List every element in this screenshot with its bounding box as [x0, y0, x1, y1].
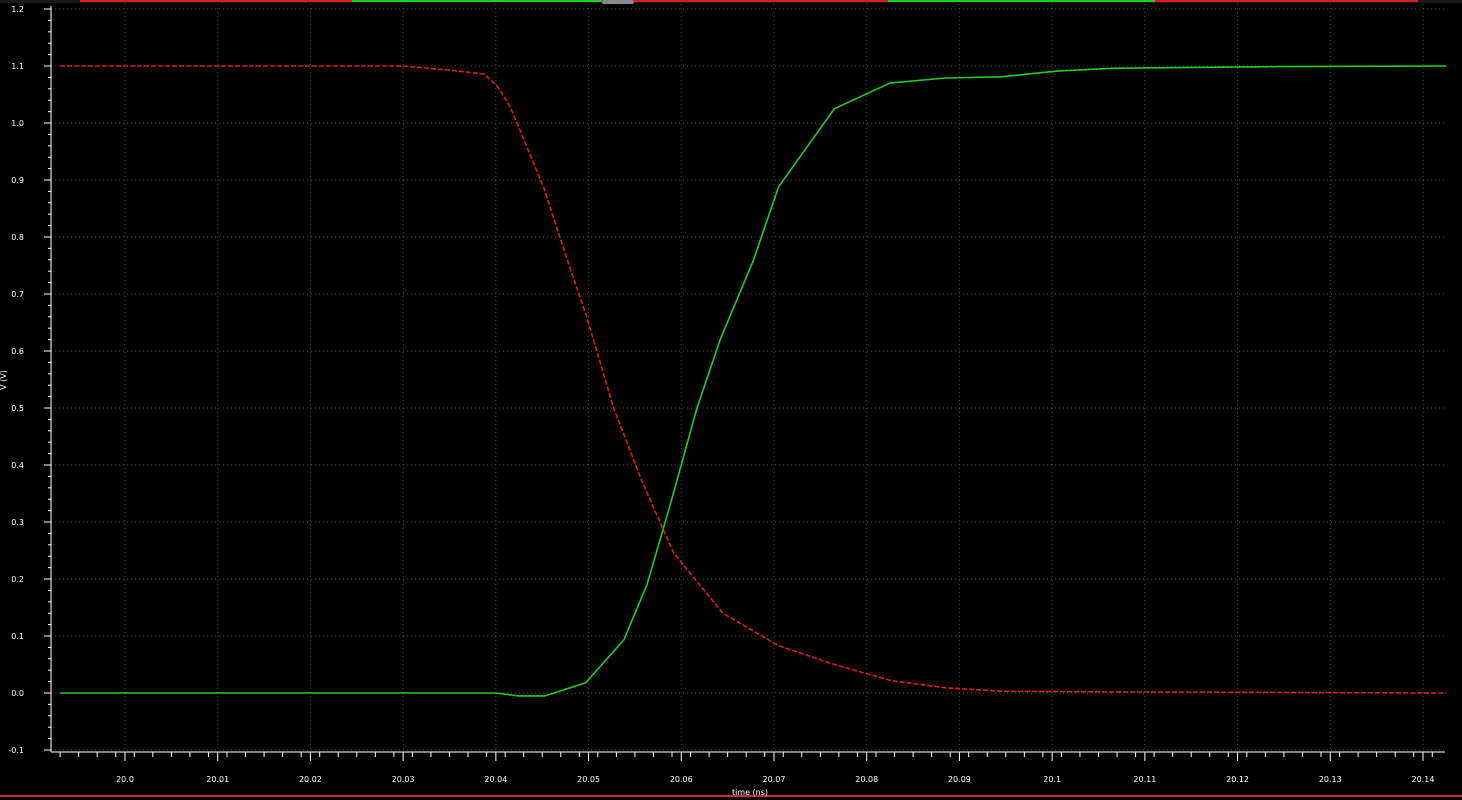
- x-tick-label: 20.11: [1133, 775, 1156, 784]
- y-tick-label: -0.1: [8, 746, 24, 755]
- x-tick-label: 20.14: [1412, 775, 1435, 784]
- plot-grid: [51, 0, 1445, 752]
- x-tick-label: 20.01: [206, 775, 229, 784]
- y-tick-label: 0.4: [11, 461, 24, 470]
- y-tick-label: 0.2: [11, 575, 24, 584]
- y-tick-label: 1.0: [11, 119, 24, 128]
- y-tick-label: 0.1: [11, 632, 24, 641]
- x-tick-label: 20.02: [299, 775, 322, 784]
- y-tick-label: 0.3: [11, 518, 24, 527]
- waveform-series-2[interactable]: [60, 65, 1447, 697]
- y-tick-label: 0.5: [11, 404, 24, 413]
- x-tick-label: 20.13: [1319, 775, 1342, 784]
- splitter-handle[interactable]: [602, 0, 634, 4]
- x-tick-label: 20.06: [670, 775, 693, 784]
- y-axis-title: V (V): [0, 370, 8, 390]
- x-tick-label: 20.08: [855, 775, 878, 784]
- x-tick-label: 20.03: [392, 775, 415, 784]
- x-tick-label: 20.09: [948, 775, 971, 784]
- x-tick-label: 20.04: [484, 775, 507, 784]
- y-tick-label: 0.9: [11, 176, 24, 185]
- plot-series: [60, 65, 1447, 697]
- y-tick-label: 1.1: [11, 62, 24, 71]
- x-tick-label: 20.0: [116, 775, 134, 784]
- x-tick-label: 20.05: [577, 775, 600, 784]
- x-tick-label: 20.1: [1043, 775, 1061, 784]
- y-tick-label: 0.6: [11, 347, 24, 356]
- y-tick-label: 0.0: [11, 689, 24, 698]
- x-axis-title: time (ns): [732, 788, 768, 797]
- y-tick-label: 0.8: [11, 233, 24, 242]
- y-tick-label: 0.7: [11, 290, 24, 299]
- x-tick-label: 20.12: [1226, 775, 1249, 784]
- waveform-series-1[interactable]: [60, 65, 1447, 694]
- plot-axes: -0.1 0.0 0.1 0.2 0.3 0.4 0.5 0.6 0.7 0.8 0.9 1.0 1.1…: [8, 5, 1445, 784]
- y-tick-label: 1.2: [11, 5, 24, 14]
- x-tick-label: 20.07: [763, 775, 786, 784]
